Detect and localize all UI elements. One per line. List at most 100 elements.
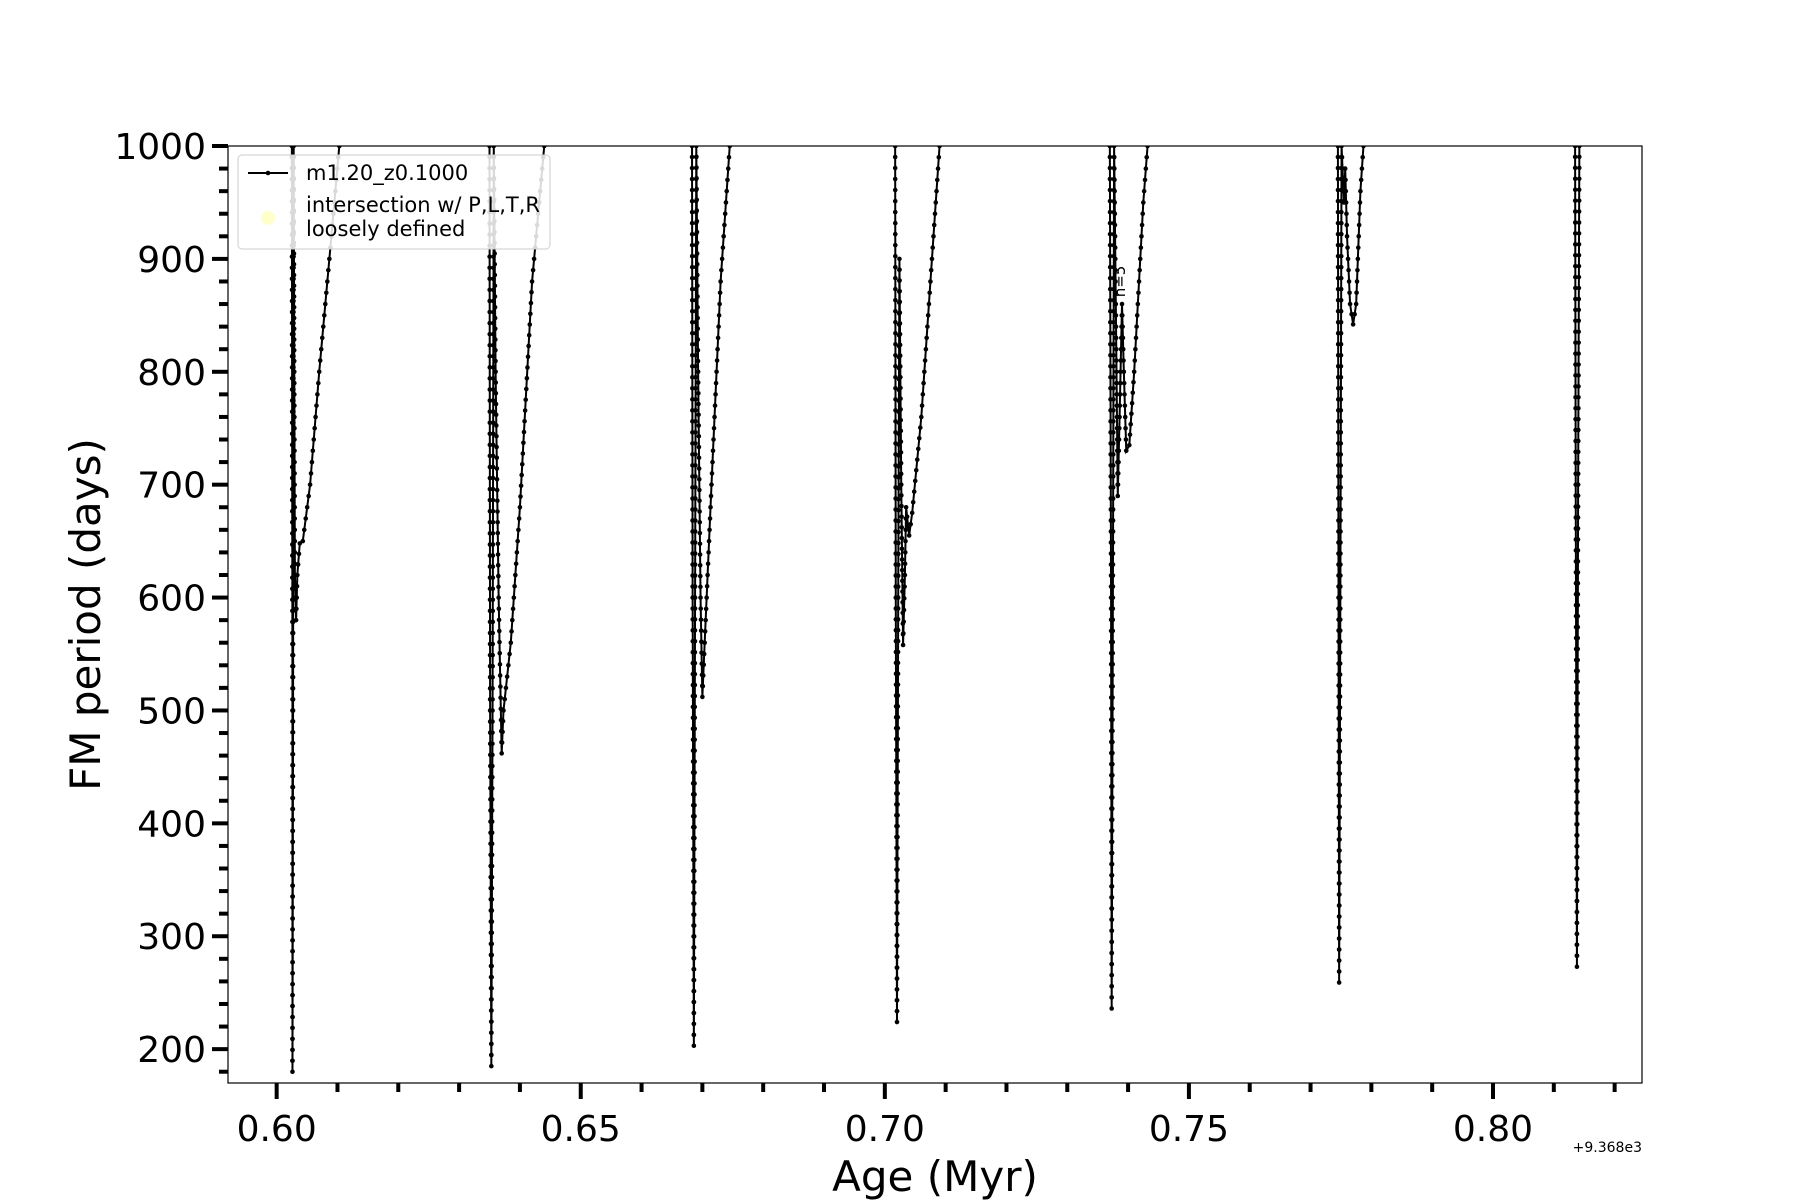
data-point [892, 154, 898, 160]
data-point [1572, 209, 1578, 214]
data-point [291, 369, 297, 375]
data-point [893, 297, 898, 303]
data-point [1109, 861, 1115, 867]
data-point [1347, 290, 1352, 296]
data-point [290, 959, 295, 965]
data-point [495, 541, 501, 547]
data-point [1110, 551, 1116, 556]
data-point [1112, 234, 1118, 239]
data-point [1107, 308, 1113, 314]
data-point [1114, 380, 1119, 386]
data-point [711, 425, 717, 431]
data-point [523, 397, 529, 403]
data-point [723, 200, 729, 205]
data-point [290, 1003, 295, 1009]
data-point [693, 308, 699, 314]
data-point [489, 1019, 494, 1024]
data-point [1357, 211, 1362, 217]
data-point [691, 999, 697, 1005]
data-point [1109, 795, 1115, 800]
data-point [693, 485, 698, 490]
data-point [1338, 540, 1343, 545]
data-point [693, 319, 699, 325]
data-point [1338, 485, 1343, 490]
data-point [689, 319, 695, 325]
data-point [1121, 369, 1127, 375]
data-point [1110, 540, 1116, 545]
data-point [1120, 346, 1126, 352]
data-point [915, 446, 921, 452]
data-point [1572, 231, 1578, 236]
y-axis-label: FM period (days) [61, 438, 110, 791]
data-point [1107, 275, 1113, 281]
data-point [1137, 256, 1143, 262]
data-point [291, 358, 297, 364]
data-point [1122, 403, 1128, 408]
data-point [693, 397, 698, 402]
data-point [1129, 400, 1135, 406]
data-point [703, 617, 708, 623]
data-point [1360, 154, 1365, 160]
data-point [1574, 931, 1580, 937]
data-point [291, 294, 297, 299]
data-point [489, 1063, 494, 1069]
data-point [1573, 296, 1578, 302]
data-point [494, 476, 500, 482]
data-point [690, 363, 695, 369]
data-point [1575, 679, 1580, 685]
data-point [1117, 414, 1122, 420]
data-point [1111, 397, 1116, 402]
data-point [1355, 256, 1361, 262]
data-point [895, 791, 900, 796]
data-point [318, 346, 324, 352]
data-point [1337, 617, 1343, 622]
data-point [895, 747, 901, 753]
data-point [493, 337, 498, 342]
data-point [1337, 738, 1343, 743]
data-point [1338, 584, 1343, 589]
data-point [895, 660, 901, 666]
data-point [290, 531, 296, 536]
data-point [689, 264, 695, 270]
data-point [901, 607, 907, 613]
data-point [692, 551, 698, 556]
data-point [1110, 728, 1115, 734]
data-point [691, 977, 697, 983]
data-point [694, 186, 699, 192]
data-point [1110, 452, 1116, 457]
data-point [900, 589, 905, 594]
data-point [495, 530, 501, 536]
data-point [1575, 690, 1580, 696]
data-point [692, 737, 697, 742]
data-point [528, 311, 533, 317]
data-point [897, 267, 902, 272]
data-point [719, 256, 725, 262]
data-point [692, 606, 698, 611]
data-point [898, 439, 904, 444]
data-point [695, 304, 700, 310]
data-point [714, 369, 719, 375]
data-point [902, 584, 907, 589]
data-point [1110, 485, 1116, 490]
data-point [290, 784, 296, 790]
data-point [691, 923, 697, 928]
data-point [692, 824, 697, 830]
data-point [1337, 826, 1342, 831]
data-point [1574, 898, 1580, 904]
data-point [490, 763, 495, 769]
data-point [1337, 837, 1342, 842]
data-point [1123, 425, 1128, 431]
data-point [694, 165, 699, 170]
data-point [897, 299, 903, 305]
data-point [1337, 749, 1343, 754]
data-point [518, 483, 524, 489]
data-point [290, 992, 295, 998]
data-point [929, 256, 935, 262]
data-point [1572, 242, 1578, 247]
data-point [692, 813, 697, 819]
data-point [697, 563, 703, 568]
data-point [897, 353, 903, 358]
data-point [1356, 234, 1362, 239]
data-point [1575, 701, 1580, 707]
data-point [895, 878, 900, 883]
